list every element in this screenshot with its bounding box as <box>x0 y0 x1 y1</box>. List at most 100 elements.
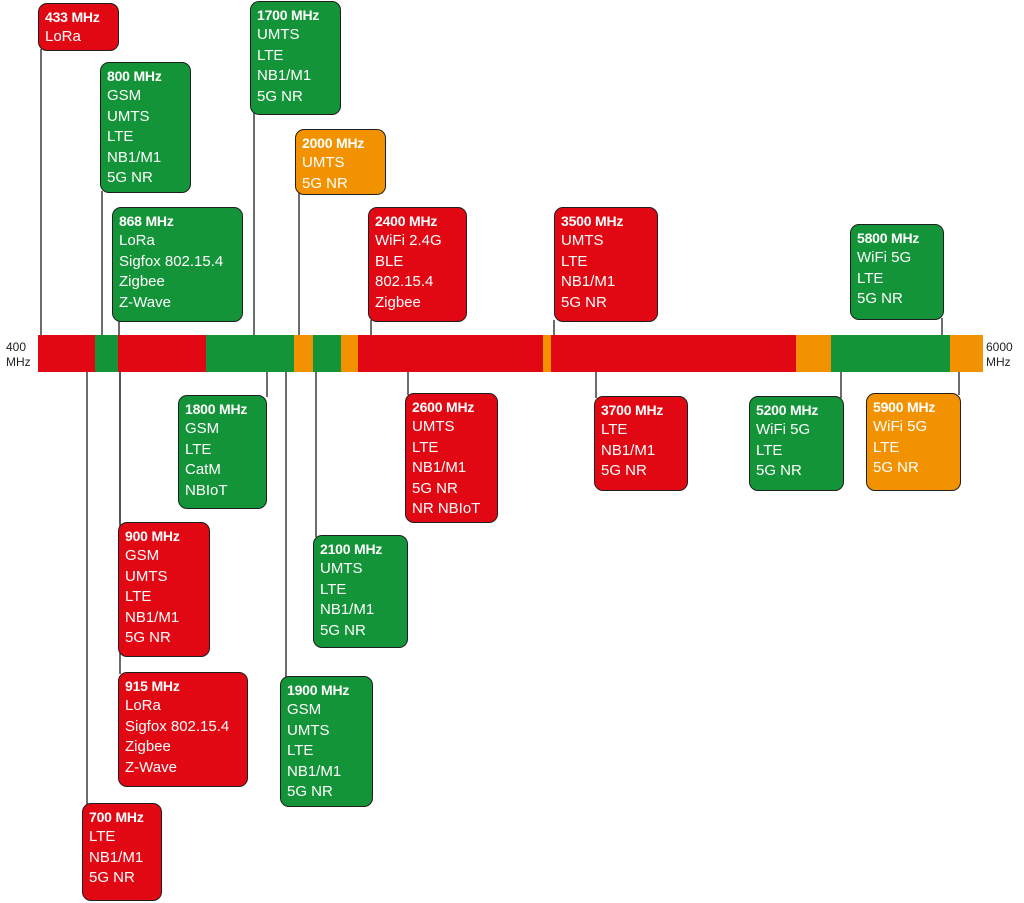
band-service: WiFi 5G <box>756 421 811 439</box>
band-frequency: 915 MHz <box>125 678 180 694</box>
band-service: UMTS <box>125 567 168 585</box>
band-frequency: 1700 MHz <box>257 7 320 23</box>
band-service: 5G NR <box>287 783 333 801</box>
spectrum-segment <box>341 335 358 372</box>
axis-start-label: 400 MHz <box>6 340 31 370</box>
band-service: LoRa <box>125 697 161 715</box>
band-service: Sigfox 802.15.4 <box>119 252 224 270</box>
spectrum-segment <box>294 335 313 372</box>
band-box: 700 MHz LTE NB1/M1 5G NR <box>82 803 162 901</box>
band-frequency: 900 MHz <box>125 528 180 544</box>
band-service: LTE <box>185 440 212 458</box>
band-box: 1800 MHz GSM LTE CatM NBIoT <box>178 395 267 509</box>
band-service: NB1/M1 <box>257 67 312 85</box>
band-box: 5200 MHz WiFi 5G LTE 5G NR <box>749 396 844 491</box>
spectrum-segment <box>950 335 983 372</box>
band-service: NBIoT <box>185 481 228 499</box>
band-service: UMTS <box>320 560 363 578</box>
band-service: NB1/M1 <box>89 848 144 866</box>
band-service: Z-Wave <box>125 758 177 776</box>
band-service: 802.15.4 <box>375 273 434 291</box>
spectrum-segment <box>358 335 543 372</box>
band-service: NB1/M1 <box>412 459 467 477</box>
band-service: Zigbee <box>125 738 171 756</box>
spectrum-segment <box>543 335 551 372</box>
spectrum-segment <box>95 335 118 372</box>
band-service: NB1/M1 <box>601 441 656 459</box>
band-service: 5G NR <box>257 87 303 105</box>
band-service: 5G NR <box>873 459 919 477</box>
axis-start-unit: MHz <box>6 355 31 369</box>
band-service: UMTS <box>287 721 330 739</box>
spectrum-segment <box>796 335 831 372</box>
band-service: UMTS <box>107 107 150 125</box>
band-box: 1900 MHz GSM UMTS LTE NB1/M1 5G NR <box>280 676 373 807</box>
band-service: WiFi 5G <box>857 249 912 267</box>
band-box: 1700 MHz UMTS LTE NB1/M1 5G NR <box>250 1 341 115</box>
band-service: LTE <box>873 438 900 456</box>
band-service: NB1/M1 <box>287 762 342 780</box>
band-service: LTE <box>756 441 783 459</box>
band-service: NB1/M1 <box>125 608 180 626</box>
band-box: 433 MHz LoRa <box>38 3 119 51</box>
band-frequency: 2000 MHz <box>302 135 365 151</box>
band-box: 2100 MHz UMTS LTE NB1/M1 5G NR <box>313 535 408 648</box>
band-service: WiFi 2.4G <box>375 232 442 250</box>
band-frequency: 5900 MHz <box>873 399 936 415</box>
band-service: 5G NR <box>857 290 903 308</box>
band-frequency: 3700 MHz <box>601 402 664 418</box>
band-box: 5900 MHz WiFi 5G LTE 5G NR <box>866 393 961 491</box>
band-service: LTE <box>287 742 314 760</box>
band-service: LTE <box>320 580 347 598</box>
band-service: LoRa <box>119 232 155 250</box>
band-box: 2400 MHz WiFi 2.4G BLE 802.15.4 Zigbee <box>368 207 467 322</box>
band-box: 800 MHz GSM UMTS LTE NB1/M1 5G NR <box>100 62 191 193</box>
band-frequency: 868 MHz <box>119 213 174 229</box>
spectrum-segment <box>38 335 95 372</box>
band-service: UMTS <box>412 418 455 436</box>
band-box: 3700 MHz LTE NB1/M1 5G NR <box>594 396 688 491</box>
band-service: LTE <box>107 128 134 146</box>
band-service: LTE <box>125 588 152 606</box>
band-service: 5G NR <box>89 869 135 887</box>
band-box: 5800 MHz WiFi 5G LTE 5G NR <box>850 224 944 320</box>
band-frequency: 1800 MHz <box>185 401 248 417</box>
band-service: UMTS <box>561 232 604 250</box>
band-frequency: 800 MHz <box>107 68 162 84</box>
band-service: NB1/M1 <box>320 601 375 619</box>
band-box: 900 MHz GSM UMTS LTE NB1/M1 5G NR <box>118 522 210 657</box>
band-box: 868 MHz LoRa Sigfox 802.15.4 Zigbee Z-Wave <box>112 207 243 322</box>
band-service: 5G NR <box>601 462 647 480</box>
band-service: LTE <box>561 252 588 270</box>
spectrum-segment <box>551 335 796 372</box>
band-service: 5G NR <box>561 293 607 311</box>
band-service: GSM <box>107 87 142 105</box>
spectrum-segment <box>831 335 950 372</box>
band-box: 2600 MHz UMTS LTE NB1/M1 5G NR NR NBIoT <box>405 393 498 523</box>
band-box: 2000 MHz UMTS 5G NR <box>295 129 386 195</box>
band-service: UMTS <box>257 26 300 44</box>
band-service: NB1/M1 <box>561 273 616 291</box>
band-box: 3500 MHz UMTS LTE NB1/M1 5G NR <box>554 207 658 322</box>
band-service: 5G NR <box>412 479 458 497</box>
band-frequency: 3500 MHz <box>561 213 624 229</box>
band-service: CatM <box>185 461 221 479</box>
band-service: LoRa <box>45 28 81 46</box>
band-service: LTE <box>601 421 628 439</box>
band-service: NR NBIoT <box>412 500 481 518</box>
band-service: BLE <box>375 252 404 270</box>
axis-start-value: 400 <box>6 340 27 354</box>
spectrum-segment <box>118 335 206 372</box>
band-frequency: 433 MHz <box>45 9 100 25</box>
band-service: Sigfox 802.15.4 <box>125 717 230 735</box>
axis-end-label: 6000 MHz <box>986 340 1013 370</box>
band-service: LTE <box>257 46 284 64</box>
band-service: UMTS <box>302 154 345 172</box>
band-service: WiFi 5G <box>873 418 928 436</box>
band-service: LTE <box>857 269 884 287</box>
band-service: GSM <box>287 701 322 719</box>
band-service: Zigbee <box>375 293 421 311</box>
band-frequency: 5200 MHz <box>756 402 819 418</box>
band-service: Z-Wave <box>119 293 171 311</box>
